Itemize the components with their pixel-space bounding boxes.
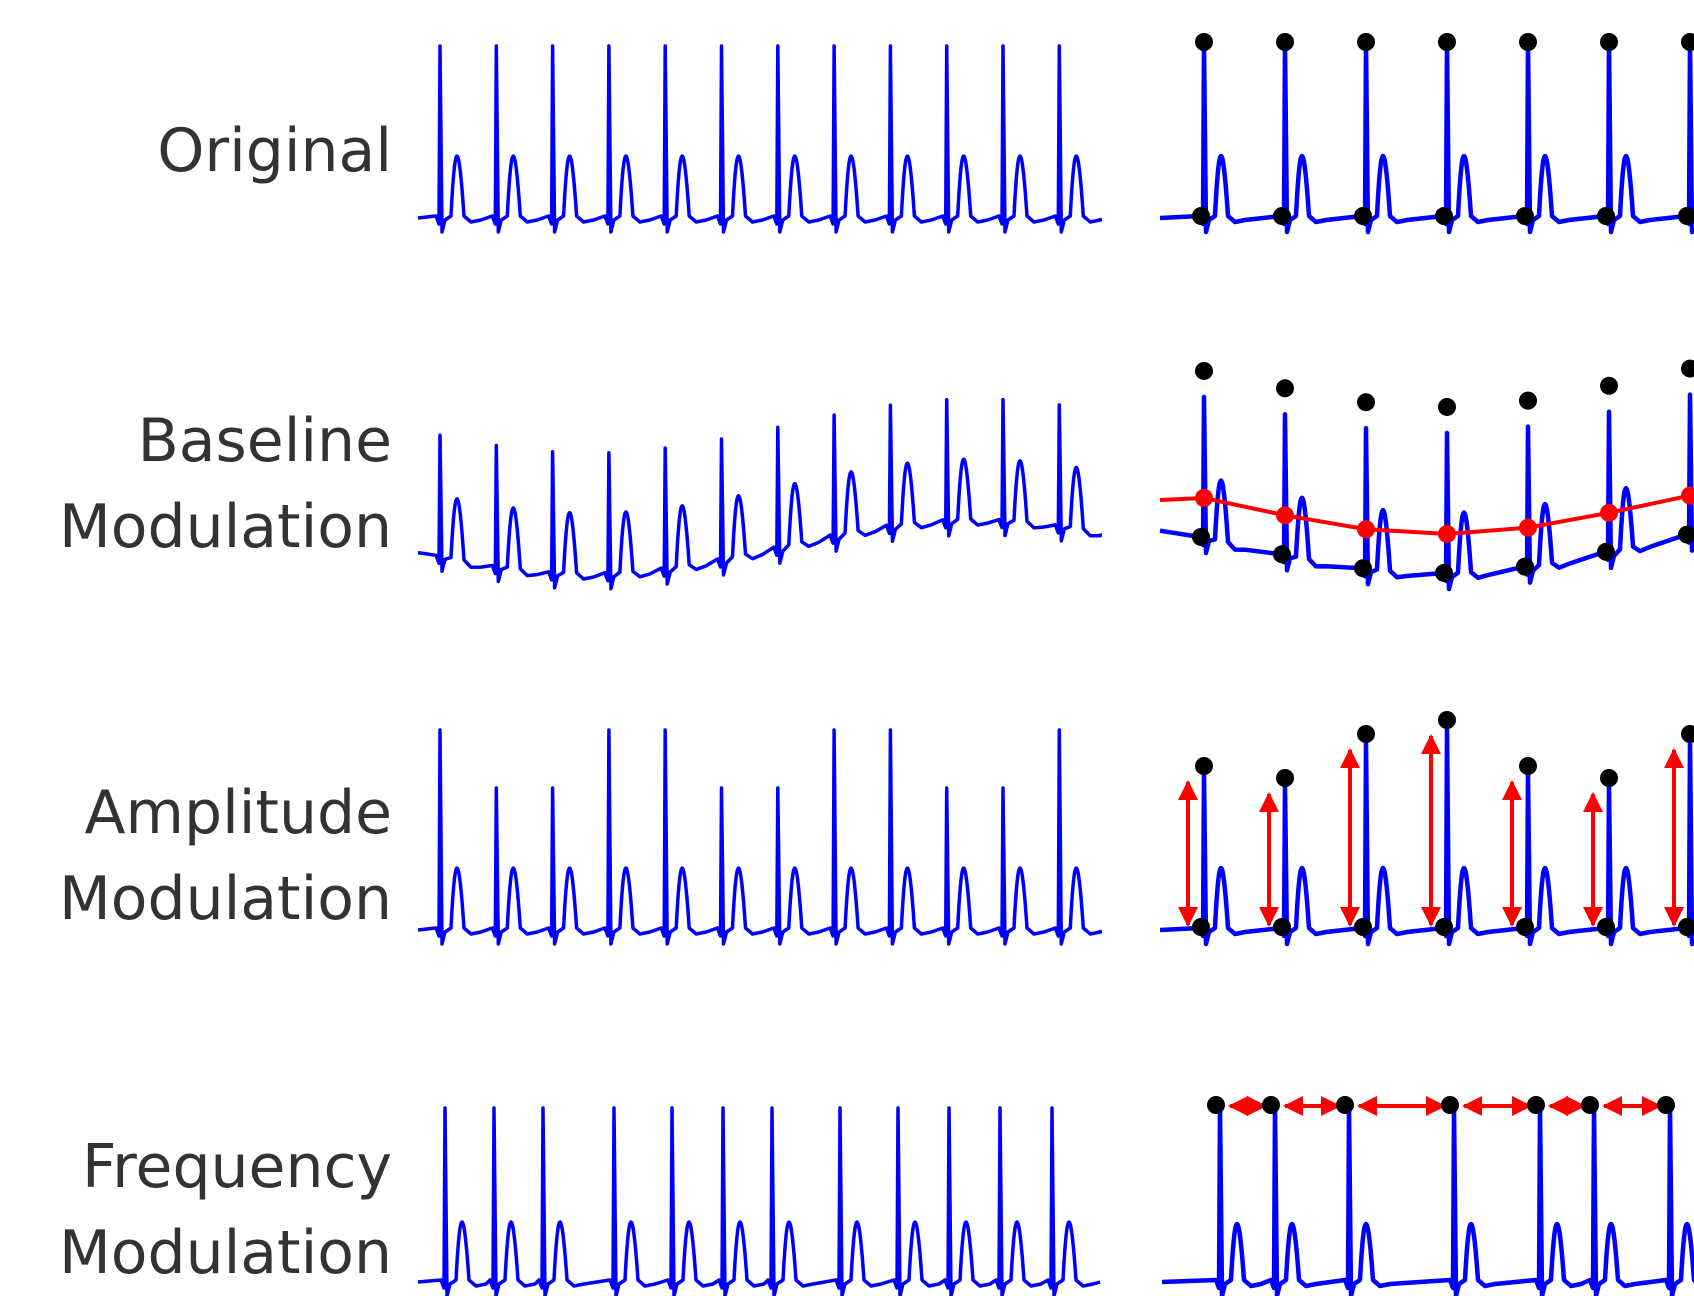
- baseline-marker: [1435, 918, 1453, 936]
- r-peak-marker: [1336, 1096, 1354, 1114]
- r-peak-marker: [1527, 1096, 1545, 1114]
- label-amplitude-modulation: Amplitude Modulation: [59, 770, 392, 942]
- baseline-midpoint-marker: [1357, 520, 1375, 539]
- ecg-trace-amplitude: [417, 728, 1103, 946]
- baseline-midpoint-marker: [1681, 486, 1694, 505]
- r-peak-marker: [1681, 33, 1694, 51]
- r-peak-marker: [1438, 397, 1456, 416]
- label-original: Original: [157, 108, 392, 194]
- r-peak-marker: [1276, 769, 1294, 787]
- label-baseline-modulation: Baseline Modulation: [59, 398, 392, 570]
- r-peak-marker: [1600, 376, 1618, 395]
- baseline-marker: [1273, 207, 1291, 225]
- ecg-trace-baseline-annotated: [1159, 392, 1694, 592]
- r-peak-marker: [1600, 769, 1618, 787]
- baseline-midpoint-marker: [1519, 518, 1537, 537]
- baseline-marker: [1597, 207, 1615, 225]
- ecg-trace-original: [417, 44, 1103, 234]
- r-peak-marker: [1441, 1096, 1459, 1114]
- label-frequency-line-1: Frequency: [82, 1132, 392, 1202]
- baseline-marker: [1354, 918, 1372, 936]
- baseline-marker: [1597, 918, 1615, 936]
- r-peak-marker: [1276, 379, 1294, 398]
- r-peak-marker: [1195, 361, 1213, 380]
- baseline-marker: [1516, 207, 1534, 225]
- r-peak-marker: [1276, 33, 1294, 51]
- ecg-trace-amplitude-annotated: [1159, 723, 1694, 947]
- r-peak-marker: [1681, 359, 1694, 378]
- ecg-trace-baseline: [417, 397, 1103, 591]
- baseline-midpoint-marker: [1276, 506, 1294, 525]
- baseline-marker: [1516, 918, 1534, 936]
- baseline-marker: [1516, 557, 1534, 576]
- r-peak-marker: [1657, 1096, 1675, 1114]
- r-peak-marker: [1519, 757, 1537, 775]
- baseline-marker: [1678, 525, 1694, 544]
- baseline-midpoint-marker: [1195, 488, 1213, 507]
- r-peak-marker: [1438, 711, 1456, 729]
- baseline-marker: [1435, 563, 1453, 582]
- baseline-midpoint-marker: [1438, 524, 1456, 543]
- row-amplitude-modulation: [417, 711, 1694, 947]
- baseline-marker: [1678, 207, 1694, 225]
- label-frequency-line-2: Modulation: [59, 1218, 392, 1288]
- r-peak-marker: [1681, 725, 1694, 743]
- r-peak-marker: [1519, 391, 1537, 410]
- row-baseline-modulation: [417, 359, 1694, 592]
- baseline-marker: [1354, 559, 1372, 578]
- row-frequency-modulation: [417, 1096, 1694, 1296]
- label-baseline-line-1: Baseline: [137, 406, 392, 476]
- r-peak-marker: [1195, 33, 1213, 51]
- label-frequency-modulation: Frequency Modulation: [59, 1124, 392, 1296]
- baseline-marker: [1273, 918, 1291, 936]
- ecg-trace-frequency: [417, 1106, 1101, 1296]
- baseline-marker: [1192, 527, 1210, 546]
- r-peak-marker: [1519, 33, 1537, 51]
- label-baseline-line-2: Modulation: [59, 492, 392, 562]
- r-peak-marker: [1357, 725, 1375, 743]
- r-peak-marker: [1195, 757, 1213, 775]
- r-peak-marker: [1357, 33, 1375, 51]
- ecg-trace-original-annotated: [1159, 39, 1694, 235]
- ecg-trace-frequency-annotated: [1161, 1103, 1694, 1296]
- label-amplitude-line-2: Modulation: [59, 864, 392, 934]
- label-original-line-1: Original: [157, 116, 392, 186]
- baseline-marker: [1678, 918, 1694, 936]
- baseline-marker: [1273, 545, 1291, 564]
- r-peak-marker: [1438, 33, 1456, 51]
- baseline-marker: [1192, 207, 1210, 225]
- row-original: [417, 33, 1694, 235]
- baseline-marker: [1597, 542, 1615, 561]
- baseline-marker: [1192, 918, 1210, 936]
- r-peak-marker: [1600, 33, 1618, 51]
- baseline-marker: [1354, 207, 1372, 225]
- label-amplitude-line-1: Amplitude: [84, 778, 392, 848]
- r-peak-marker: [1262, 1096, 1280, 1114]
- r-peak-marker: [1581, 1096, 1599, 1114]
- baseline-midpoint-marker: [1600, 503, 1618, 522]
- r-peak-marker: [1207, 1096, 1225, 1114]
- r-peak-marker: [1357, 393, 1375, 412]
- baseline-marker: [1435, 207, 1453, 225]
